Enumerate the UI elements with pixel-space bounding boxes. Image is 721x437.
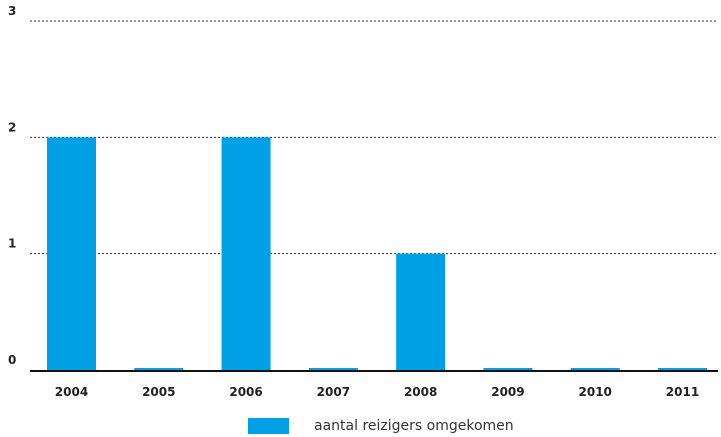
- y-tick-label: 1: [8, 237, 16, 251]
- x-tick-label: 2009: [491, 385, 524, 399]
- legend: aantal reizigers omgekomen: [248, 416, 514, 436]
- x-tick-label: 2004: [55, 385, 88, 399]
- bar-2005: [134, 368, 184, 370]
- bar-2004: [47, 137, 96, 370]
- legend-swatch: [248, 418, 289, 434]
- bar-2007: [308, 368, 358, 370]
- y-tick-label: 3: [8, 4, 16, 18]
- x-tick-label: 2007: [317, 385, 350, 399]
- x-tick-label: 2010: [579, 385, 612, 399]
- bar-2006: [221, 137, 271, 370]
- legend-label: aantal reizigers omgekomen: [314, 418, 514, 434]
- gridlines: [30, 20, 718, 255]
- bar-2011: [658, 368, 707, 370]
- bar-2009: [483, 368, 533, 370]
- y-axis-labels: 0 1 2 3: [8, 4, 16, 367]
- y-tick-label: 2: [8, 120, 16, 134]
- x-tick-label: 2005: [142, 385, 175, 399]
- bar-2010: [570, 368, 620, 370]
- bars: [47, 137, 707, 370]
- x-tick-label: 2011: [666, 385, 699, 399]
- x-tick-label: 2006: [229, 385, 262, 399]
- bar-2008: [396, 253, 446, 370]
- x-tick-label: 2008: [404, 385, 437, 399]
- y-tick-label: 0: [8, 353, 16, 367]
- x-axis-labels: 2004 2005 2006 2007 2008 2009 2010 2011: [55, 385, 699, 399]
